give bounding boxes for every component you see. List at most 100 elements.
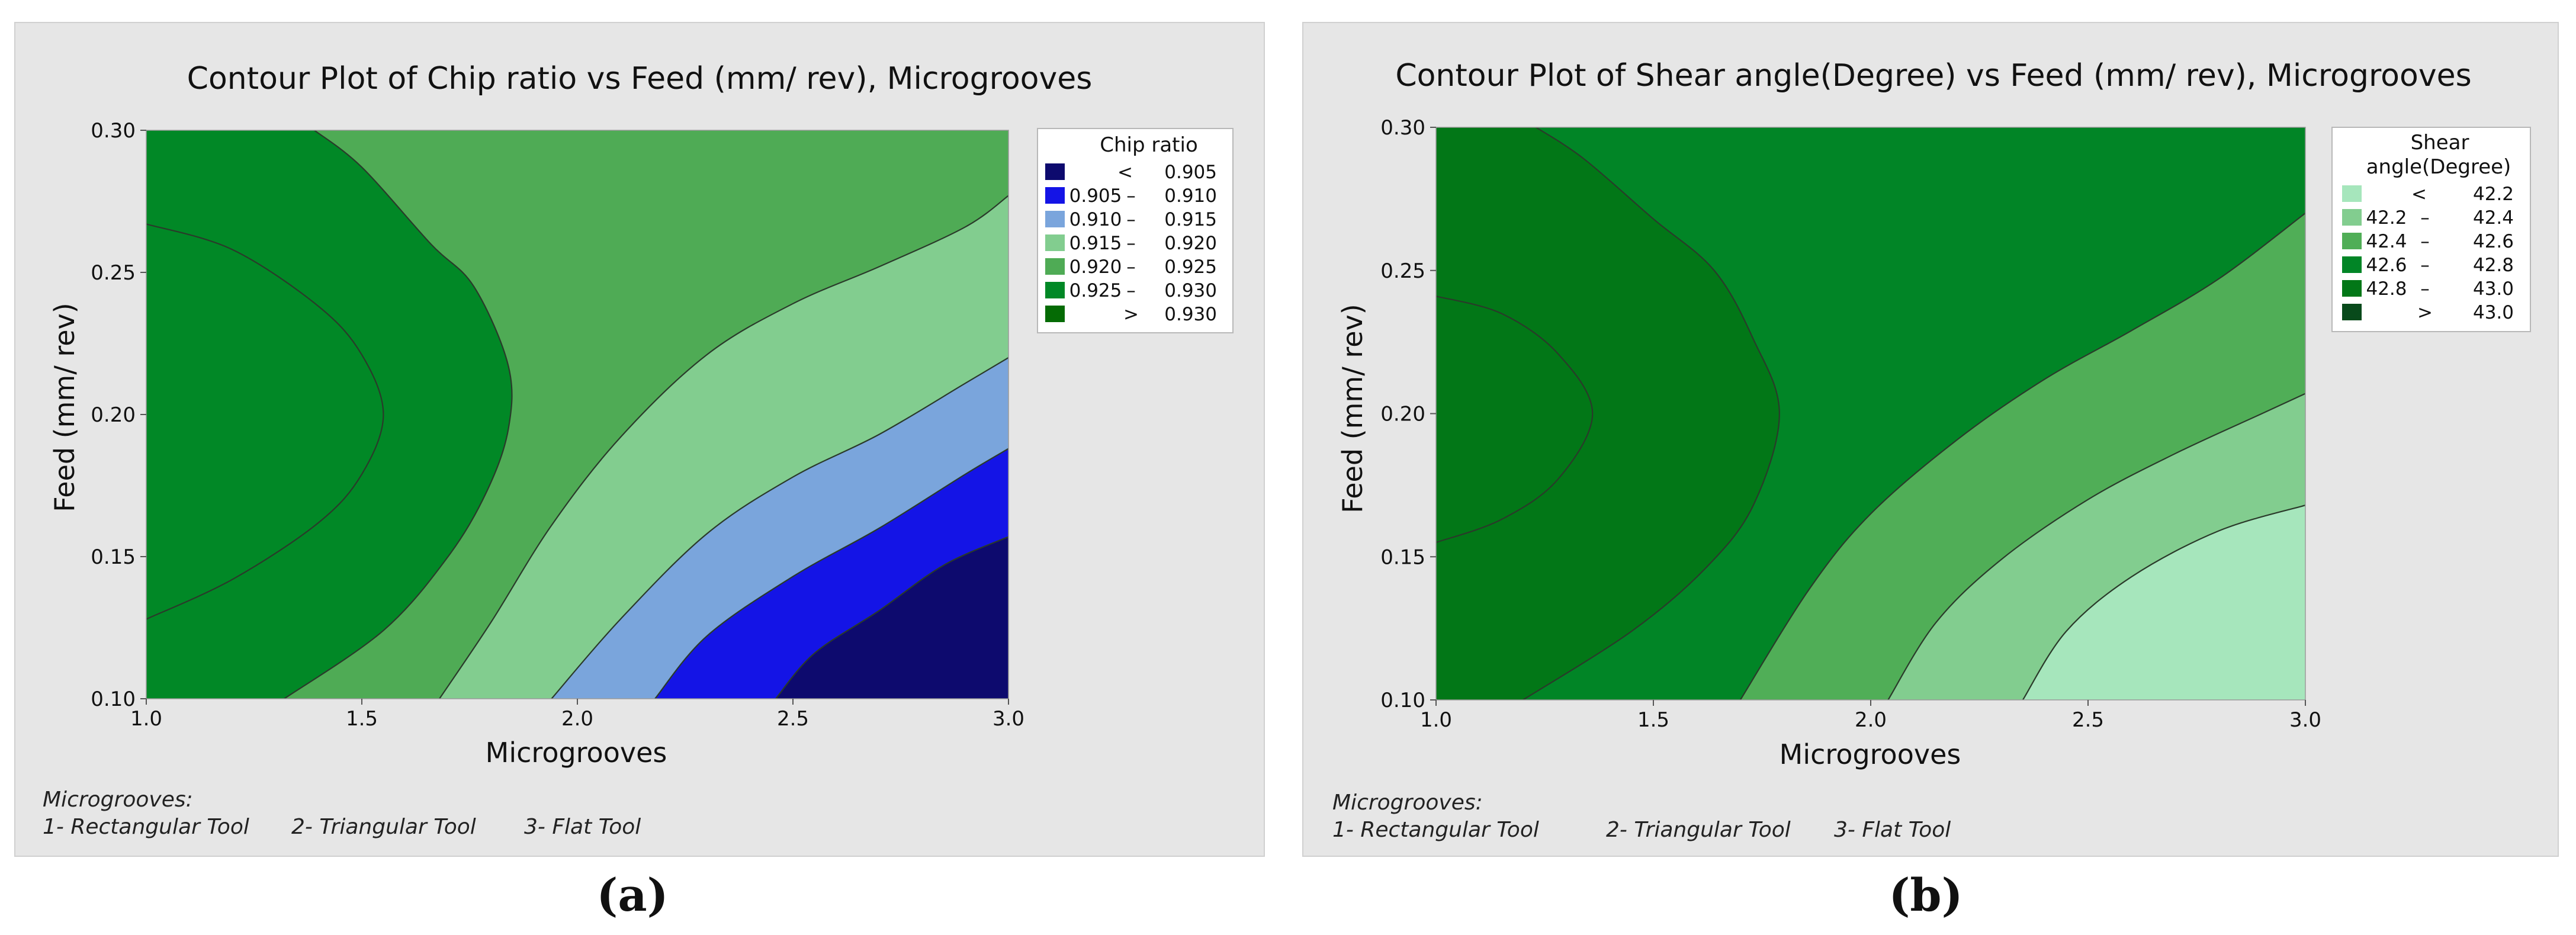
- chart-a-legend-separator: >: [1123, 304, 1139, 325]
- chart-b-plot-area: [1435, 127, 2306, 701]
- chart-a-legend-box: [1037, 128, 1234, 333]
- chart-b-y-tick-label: 0.20: [1380, 403, 1425, 426]
- chart-a-legend-swatch: [1045, 282, 1065, 298]
- chart-a-y-axis-label: Feed (mm/ rev): [49, 303, 81, 512]
- chart-b-footnote-item-2: 2- Triangular Tool: [1606, 818, 1791, 842]
- chart-b-x-tick-label: 3.0: [2289, 708, 2321, 732]
- chart-a-region-6: [775, 536, 1008, 699]
- chart-a-legend-swatch: [1045, 187, 1065, 204]
- chart-a-legend-operator: <: [1117, 162, 1133, 183]
- chart-a-footnote-item-3: 3- Flat Tool: [524, 815, 641, 839]
- chart-b-legend-separator: –: [2420, 278, 2430, 300]
- chart-a-legend-high: 0.925: [1164, 256, 1217, 278]
- chart-a-legend-high: 0.915: [1164, 209, 1217, 230]
- chart-b-title: Contour Plot of Shear angle(Degree) vs F…: [1395, 58, 2471, 94]
- chart-a-legend-high: 0.910: [1164, 185, 1217, 207]
- chart-b-legend-title-line-2: angle(Degree): [2366, 155, 2511, 179]
- chart-b-legend-swatch: [2342, 256, 2362, 273]
- chart-a-legend-separator: –: [1126, 256, 1136, 278]
- chart-b-region-2: [1436, 127, 1780, 700]
- chart-a-legend-high: 0.930: [1164, 280, 1217, 301]
- chart-b-footnote-item-1: 1- Rectangular Tool: [1332, 818, 1539, 842]
- chart-b-contour-line-4: [1887, 393, 2305, 700]
- chart-a-contour-line-5: [654, 448, 1008, 699]
- chart-b-legend-swatch: [2342, 280, 2362, 297]
- chart-a-footnote-heading: Microgrooves:: [43, 788, 193, 812]
- chart-b-footnote-heading: Microgrooves:: [1332, 791, 1483, 815]
- chart-b-legend-separator: –: [2420, 255, 2430, 276]
- chart-a-legend-swatch: [1045, 163, 1065, 180]
- chart-a-x-tick-label: 2.0: [561, 707, 593, 731]
- chart-b-legend-high: 43.0: [2473, 278, 2514, 300]
- chart-a-legend-swatch: [1045, 258, 1065, 275]
- chart-a-legend-low: 0.920: [1069, 256, 1122, 278]
- chart-b-legend-swatch: [2342, 209, 2362, 226]
- chart-a-legend-high: 0.905: [1164, 162, 1217, 183]
- chart-a-legend-title: Chip ratio: [1100, 133, 1198, 157]
- chart-a-contour-line-6: [775, 536, 1008, 699]
- chart-b-legend-high: 42.4: [2473, 207, 2514, 229]
- chart-b-contour-line-1: [1436, 295, 1594, 544]
- chart-b-legend-title-line-1: Shear: [2411, 131, 2469, 155]
- panel-a: Contour Plot of Chip ratio vs Feed (mm/ …: [14, 22, 1265, 921]
- chart-b-legend-swatch: [2342, 185, 2362, 202]
- chart-a-footnote-item-1: 1- Rectangular Tool: [43, 815, 249, 839]
- chart-a-legend-low: 0.910: [1069, 209, 1122, 230]
- chart-a-y-tick-label: 0.15: [91, 545, 136, 569]
- chart-b-y-tick-label: 0.30: [1380, 116, 1425, 140]
- chart-a-legend-separator: –: [1126, 185, 1136, 207]
- chart-a-legend-separator: –: [1126, 280, 1136, 301]
- chart-a-contour-line-2: [284, 130, 513, 699]
- chart-b-legend-separator: –: [2420, 231, 2430, 252]
- chart-a-y-tick-label: 0.30: [91, 119, 136, 143]
- chart-b-legend-separator: –: [2420, 207, 2430, 229]
- chart-b-legend-swatch: [2342, 304, 2362, 320]
- chart-b-legend-box: [2331, 127, 2531, 332]
- chart-a-x-tick-label: 3.0: [993, 707, 1024, 731]
- chart-a-legend-swatch: [1045, 306, 1065, 322]
- chart-b-y-tick-label: 0.15: [1380, 545, 1425, 569]
- chart-b-legend-low: 42.4: [2366, 231, 2407, 252]
- chart-b-x-tick-label: 1.0: [1420, 708, 1452, 732]
- chart-a-title: Contour Plot of Chip ratio vs Feed (mm/ …: [187, 61, 1093, 97]
- chart-b-legend-high: 43.0: [2473, 302, 2514, 323]
- chart-a-y-tick-label: 0.10: [91, 687, 136, 711]
- chart-b-legend-low: 42.6: [2366, 255, 2407, 276]
- chart-b-y-tick-label: 0.10: [1380, 689, 1425, 712]
- chart-a-legend-separator: –: [1126, 233, 1136, 254]
- chart-b-y-axis-label: Feed (mm/ rev): [1337, 304, 1369, 513]
- chart-b-legend-low: 42.2: [2366, 207, 2407, 229]
- chart-a-contour-line-3: [439, 195, 1008, 699]
- caption-b: (b): [1888, 869, 1962, 921]
- chart-b-legend-separator: >: [2417, 302, 2433, 323]
- chart-a-legend-separator: –: [1126, 209, 1136, 230]
- chart-b-x-tick-label: 2.5: [2072, 708, 2104, 732]
- chart-b-contour-line-5: [2022, 505, 2305, 700]
- chart-a-x-tick-label: 1.5: [346, 707, 378, 731]
- chart-b-legend-low: 42.8: [2366, 278, 2407, 300]
- chart-a-contour-line-1: [146, 223, 384, 620]
- caption-a: (a): [596, 869, 668, 921]
- chart-b-contour-line-3: [1739, 213, 2305, 700]
- chart-a-footnote-item-2: 2- Triangular Tool: [291, 815, 476, 839]
- chart-b-footnote-item-3: 3- Flat Tool: [1834, 818, 1951, 842]
- chart-a-plot-area: [146, 130, 1009, 699]
- chart-a-region-2: [146, 130, 512, 699]
- chart-a-y-tick-label: 0.20: [91, 403, 136, 427]
- chart-b-x-tick-label: 1.5: [1637, 708, 1669, 732]
- chart-a-x-tick-label: 1.0: [130, 707, 162, 731]
- chart-a-x-axis-label: Microgrooves: [486, 737, 667, 769]
- chart-a-legend-high: 0.920: [1164, 233, 1217, 254]
- chart-a-legend-high: 0.930: [1164, 304, 1217, 325]
- chart-a-legend-swatch: [1045, 234, 1065, 251]
- chart-a-x-tick-label: 2.5: [777, 707, 809, 731]
- chart-b-y-tick-label: 0.25: [1380, 259, 1425, 283]
- chart-a-legend-low: 0.925: [1069, 280, 1122, 301]
- chart-a-legend-low: 0.915: [1069, 233, 1122, 254]
- chart-a-ticks: 1.0 1.5 2.0 2.5 3.0 0.10 0.15 0.20 0.25 0.30: [91, 119, 1024, 731]
- chart-a-y-tick-label: 0.25: [91, 261, 136, 285]
- chart-b-legend-swatch: [2342, 233, 2362, 249]
- panel-b: Contour Plot of Shear angle(Degree) vs F…: [1302, 22, 2559, 921]
- chart-b-legend-high: 42.6: [2473, 231, 2514, 252]
